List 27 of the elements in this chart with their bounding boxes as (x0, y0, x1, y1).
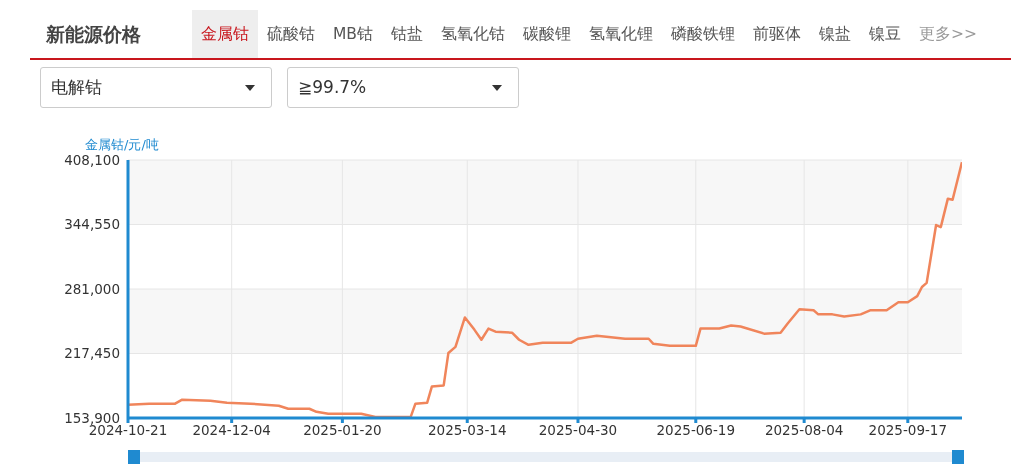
x-tick-label: 2025-06-19 (656, 421, 736, 438)
x-tick-label: 2025-08-04 (764, 421, 844, 438)
text: 电解钴 (40, 67, 272, 108)
text: MB钴 (332, 24, 374, 45)
text: 金属钴 (192, 10, 258, 58)
text: 碳酸锂 (522, 24, 572, 45)
x-tick-label: 2025-01-20 (303, 421, 382, 438)
text: 钴盐 (390, 24, 424, 45)
y-tick-label: 217,450 (64, 345, 120, 362)
x-tick-label: 2025-09-17 (868, 421, 948, 438)
text: 更多>> (918, 24, 978, 45)
text: 氢氧化锂 (588, 24, 654, 45)
x-tick-label: 2025-03-14 (428, 421, 507, 438)
text: 镍豆 (868, 24, 902, 45)
y-tick-label: 344,550 (64, 216, 120, 233)
text: 镍盐 (818, 24, 852, 45)
x-tick-label: 2024-12-04 (192, 421, 271, 438)
text: 氢氧化钴 (440, 24, 506, 45)
y-tick-label: 281,000 (64, 280, 120, 297)
y-tick-label: 408,100 (64, 151, 120, 168)
y-axis-title: 金属钴/元/吨 (85, 136, 159, 154)
x-tick-label: 2025-04-30 (538, 421, 618, 438)
text: 硫酸钴 (266, 24, 316, 45)
text: 前驱体 (752, 24, 802, 45)
text: 磷酸铁锂 (670, 24, 736, 45)
chart-title: 新能源价格 (46, 22, 141, 47)
text: ≧99.7% (287, 67, 519, 108)
